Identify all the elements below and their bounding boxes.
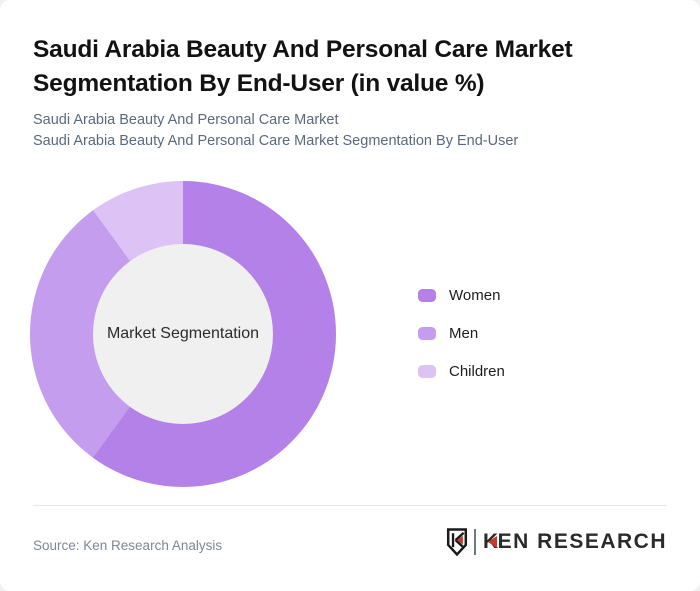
ken-research-shield-icon: [446, 528, 468, 556]
donut-center: Market Segmentation: [93, 244, 273, 424]
donut-center-label: Market Segmentation: [106, 325, 260, 342]
legend-item-men[interactable]: Men: [418, 324, 505, 342]
chart-subtitle: Saudi Arabia Beauty And Personal Care Ma…: [33, 110, 518, 152]
page-title-line2: Segmentation By End-User (in value %): [33, 70, 485, 97]
page-title: Saudi Arabia Beauty And Personal Care Ma…: [33, 33, 573, 101]
source-text: Source: Ken Research Analysis: [33, 538, 223, 553]
donut-chart[interactable]: Market Segmentation: [30, 181, 336, 487]
chart-subtitle-line1: Saudi Arabia Beauty And Personal Care Ma…: [33, 112, 339, 128]
red-triangle-icon: [487, 536, 497, 548]
legend-swatch-men-icon: [418, 326, 436, 340]
footer-divider: [33, 505, 667, 506]
chart-subtitle-line2: Saudi Arabia Beauty And Personal Care Ma…: [33, 133, 519, 149]
wordmark-rest: EN RESEARCH: [497, 530, 667, 553]
ken-research-wordmark: K EN RESEARCH: [483, 530, 667, 554]
legend-item-women[interactable]: Women: [418, 286, 505, 304]
legend-swatch-women-icon: [418, 288, 436, 302]
legend-label-men: Men: [449, 324, 479, 342]
legend-label-women: Women: [449, 286, 501, 304]
logo-divider: [473, 529, 476, 555]
legend-label-children: Children: [449, 362, 505, 380]
ken-research-logo: K EN RESEARCH: [446, 527, 667, 557]
legend-item-children[interactable]: Children: [418, 362, 505, 380]
chart-legend: Women Men Children: [418, 286, 505, 400]
legend-swatch-children-icon: [418, 364, 436, 378]
page-title-line1: Saudi Arabia Beauty And Personal Care Ma…: [33, 36, 573, 63]
